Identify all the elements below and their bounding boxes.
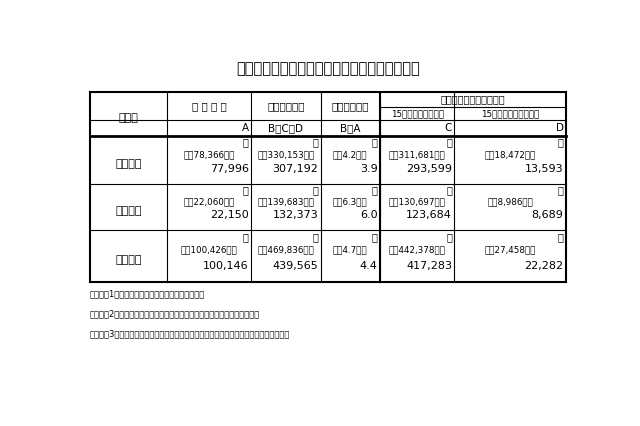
- Text: 22,282: 22,282: [524, 261, 564, 271]
- Text: 15時現在以降の増加数: 15時現在以降の増加数: [481, 109, 540, 118]
- Text: （　8,986　）: （ 8,986 ）: [487, 197, 533, 206]
- Text: （　78,366　）: （ 78,366 ）: [183, 150, 235, 159]
- Text: D: D: [556, 123, 564, 133]
- Text: （　18,472　）: （ 18,472 ）: [484, 150, 536, 159]
- Text: 令和２年度国公立大学入学者選抜確定志願状況: 令和２年度国公立大学入学者選抜確定志願状況: [236, 61, 420, 76]
- Text: （　139,683　）: （ 139,683 ）: [257, 197, 314, 206]
- Text: 293,599: 293,599: [406, 164, 452, 174]
- Text: 区　分: 区 分: [118, 112, 138, 123]
- Text: 人: 人: [446, 185, 452, 195]
- Text: 123,684: 123,684: [406, 210, 452, 220]
- Text: 確定志願者数: 確定志願者数: [267, 101, 305, 111]
- Text: B／A: B／A: [340, 123, 360, 133]
- Text: 15時現在の志願者数: 15時現在の志願者数: [390, 109, 444, 118]
- Text: 人: 人: [557, 232, 564, 242]
- Text: 人: 人: [312, 232, 318, 242]
- Text: 6.0: 6.0: [360, 210, 378, 220]
- Text: 439,565: 439,565: [273, 261, 318, 271]
- Text: 22,150: 22,150: [210, 210, 248, 220]
- Text: 倍: 倍: [372, 138, 378, 147]
- Text: （　469,836　）: （ 469,836 ）: [257, 245, 314, 254]
- Text: 132,373: 132,373: [273, 210, 318, 220]
- Text: 13,593: 13,593: [525, 164, 564, 174]
- Text: B＝C＋D: B＝C＋D: [268, 123, 303, 133]
- Text: 人: 人: [557, 185, 564, 195]
- Text: （　27,458　）: （ 27,458 ）: [484, 245, 536, 254]
- Text: 3.9: 3.9: [360, 164, 378, 174]
- Text: 307,192: 307,192: [272, 164, 318, 174]
- Text: 募 集 人 員: 募 集 人 員: [191, 101, 227, 111]
- Text: 人: 人: [243, 185, 248, 195]
- Text: （　4.2　）: （ 4.2 ）: [333, 150, 367, 159]
- Text: 国立大学: 国立大学: [115, 159, 141, 169]
- Text: 417,283: 417,283: [406, 261, 452, 271]
- Text: 出願最終日（２月５日）: 出願最終日（２月５日）: [441, 95, 506, 104]
- Text: 人: 人: [312, 138, 318, 147]
- Text: 確定志願倍率: 確定志願倍率: [332, 101, 369, 111]
- Text: （　130,697　）: （ 130,697 ）: [388, 197, 446, 206]
- Text: 合　　計: 合 計: [115, 255, 141, 265]
- Text: 人: 人: [312, 185, 318, 195]
- Text: 人: 人: [446, 138, 452, 147]
- Text: 倍: 倍: [372, 232, 378, 242]
- Text: 4.4: 4.4: [360, 261, 378, 271]
- Text: 77,996: 77,996: [210, 164, 248, 174]
- Text: （　100,426　）: （ 100,426 ）: [180, 245, 237, 254]
- Text: （　311,681　）: （ 311,681 ）: [389, 150, 445, 159]
- Text: （　22,060　）: （ 22,060 ）: [183, 197, 235, 206]
- Text: （　330,153　）: （ 330,153 ）: [257, 150, 314, 159]
- Text: 3．国際教養大学、新潟県立大学は、独自日程による試験実施のため含まない。: 3．国際教養大学、新潟県立大学は、独自日程による試験実施のため含まない。: [90, 330, 291, 339]
- Text: （注）　1．（　）書きは、前年度の状況を示す。: （注） 1．（ ）書きは、前年度の状況を示す。: [90, 289, 205, 298]
- Text: 公立大学: 公立大学: [115, 206, 141, 216]
- Text: 8,689: 8,689: [532, 210, 564, 220]
- Text: 人: 人: [446, 232, 452, 242]
- Text: 人: 人: [557, 138, 564, 147]
- Text: A: A: [241, 123, 248, 133]
- Text: 倍: 倍: [372, 185, 378, 195]
- Text: （　6.3　）: （ 6.3 ）: [333, 197, 368, 206]
- Text: （　4.7　）: （ 4.7 ）: [333, 245, 368, 254]
- Text: 2．募集人員、志願者数については、一般入試に係るものである。: 2．募集人員、志願者数については、一般入試に係るものである。: [90, 309, 260, 318]
- Text: （　442,378　）: （ 442,378 ）: [388, 245, 446, 254]
- Text: C: C: [445, 123, 452, 133]
- Text: 100,146: 100,146: [203, 261, 248, 271]
- Text: 人: 人: [243, 232, 248, 242]
- Text: 人: 人: [243, 138, 248, 147]
